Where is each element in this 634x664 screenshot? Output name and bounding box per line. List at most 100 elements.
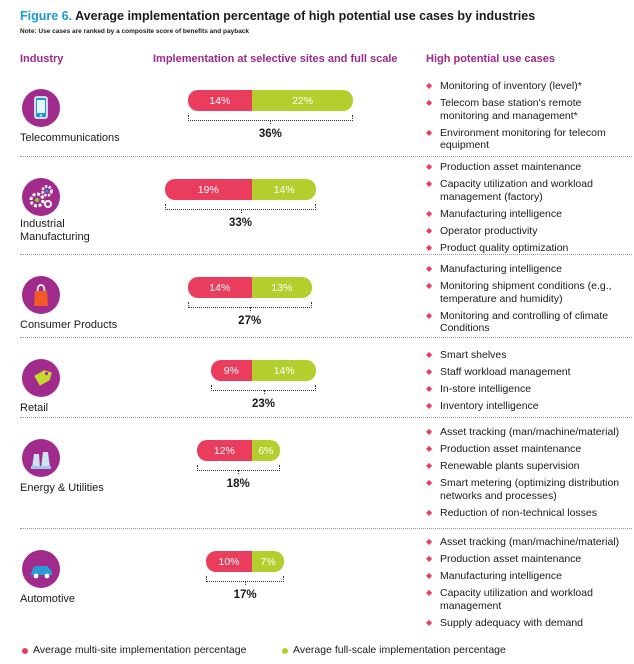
- use-case-item: Environment monitoring for telecomequipm…: [426, 127, 632, 152]
- shopping-bag-icon: [22, 276, 60, 314]
- use-case-line: temperature and humidity): [440, 292, 563, 305]
- bar-multi-site: 9%: [210, 360, 252, 381]
- use-case-item: Capacity utilization and workloadmanagem…: [426, 587, 632, 612]
- bar-full-scale: 13%: [252, 277, 312, 298]
- total-bracket: [210, 385, 317, 391]
- industry-name-line: Industrial: [20, 218, 65, 230]
- industry-name-line: Retail: [20, 402, 49, 414]
- title-text: Average implementation percentage of hig…: [75, 9, 536, 23]
- use-case-line: Manufacturing intelligence: [440, 263, 562, 275]
- use-case-line: Manufacturing intelligence: [440, 570, 562, 582]
- bar-multi-site: 14%: [187, 90, 252, 111]
- use-case-line: management: [440, 599, 502, 612]
- bar-multi-site: 14%: [187, 277, 252, 298]
- total-bracket-tick: [238, 470, 240, 474]
- use-case-line: networks and processes): [440, 489, 557, 502]
- use-case-line: Environment monitoring for telecom: [440, 126, 606, 139]
- use-case-item: Product quality optimization: [426, 242, 632, 255]
- use-case-item: Renewable plants supervision: [426, 460, 632, 473]
- use-case-line: management (factory): [440, 190, 543, 203]
- industry-name-line: Consumer Products: [20, 319, 118, 331]
- total-percentage: 18%: [226, 478, 250, 490]
- use-case-line: Monitoring shipment conditions (e.g.,: [440, 280, 612, 292]
- use-case-line: Product quality optimization: [440, 241, 569, 254]
- use-case-item: Production asset maintenance: [426, 553, 632, 566]
- use-case-item: Smart shelves: [426, 349, 632, 362]
- use-case-line: Telecom base station's remote: [440, 97, 582, 109]
- chart-title: Figure 6. Average implementation percent…: [20, 9, 535, 23]
- bar-full-scale: 22%: [252, 90, 354, 111]
- use-case-item: Operator productivity: [426, 225, 632, 238]
- bar-full-scale: 6%: [252, 440, 280, 461]
- use-case-item: Inventory intelligence: [426, 400, 632, 413]
- legend-multi-site: Average multi-site implementation percen…: [33, 644, 247, 656]
- total-bracket-tick: [245, 581, 247, 585]
- column-header-implementation: Implementation at selective sites and fu…: [153, 53, 398, 65]
- row-divider: [20, 528, 632, 529]
- price-tag-icon: [22, 359, 60, 397]
- row-divider: [20, 156, 632, 157]
- use-case-item: Reduction of non-technical losses: [426, 507, 632, 520]
- row-divider: [20, 417, 632, 418]
- legend-multi-site-dot: [22, 648, 28, 654]
- industry-name-line: Automotive: [20, 593, 76, 605]
- total-percentage: 27%: [238, 315, 262, 327]
- use-case-item: Monitoring of inventory (level)*: [426, 80, 632, 93]
- use-case-line: Supply adequacy with demand: [440, 616, 584, 629]
- use-case-line: Smart metering (optimizing distribution: [440, 477, 620, 489]
- use-case-item: Asset tracking (man/machine/material): [426, 426, 632, 439]
- bar-multi-site: 10%: [206, 551, 252, 572]
- bar-full-scale: 14%: [252, 360, 317, 381]
- legend-full-scale-dot: [282, 648, 288, 654]
- use-case-line: Inventory intelligence: [440, 400, 539, 412]
- power-plant-icon: [22, 439, 60, 477]
- use-case-line: Renewable plants supervision: [440, 460, 580, 472]
- total-bracket-tick: [270, 120, 272, 124]
- total-bracket-tick: [240, 209, 242, 213]
- use-case-line: Asset tracking (man/machine/material): [440, 536, 620, 548]
- use-case-line: Asset tracking (man/machine/material): [440, 426, 620, 438]
- industry-name: Industrial Manufacturing: [20, 218, 90, 244]
- industry-name-line: Energy & Utilities: [20, 482, 104, 494]
- row-divider: [20, 254, 632, 255]
- use-case-item: Supply adequacy with demand: [426, 617, 632, 630]
- use-case-line: Operator productivity: [440, 224, 538, 237]
- use-case-item: Telecom base station's remotemonitoring …: [426, 97, 632, 122]
- industry-name-line: Telecommunications: [20, 132, 120, 144]
- industry-name: Telecommunications: [20, 132, 120, 145]
- column-header-industry: Industry: [20, 53, 64, 65]
- total-percentage: 33%: [228, 217, 253, 229]
- industry-name: Automotive: [20, 593, 75, 606]
- use-case-line: Production asset maintenance: [440, 443, 582, 455]
- use-case-item: Monitoring and controlling of climateCon…: [426, 310, 632, 335]
- use-case-item: Manufacturing intelligence: [426, 208, 632, 221]
- use-case-line: Manufacturing intelligence: [440, 207, 562, 220]
- total-bracket-tick: [249, 307, 251, 311]
- smartphone-icon: [22, 89, 60, 127]
- industry-name: Energy & Utilities: [20, 482, 104, 495]
- bar-full-scale: 14%: [252, 179, 317, 200]
- use-case-line: equipment: [440, 139, 490, 151]
- industry-name-line: Manufacturing: [20, 231, 90, 243]
- legend-full-scale: Average full-scale implementation percen…: [293, 644, 506, 656]
- use-case-line: monitoring and management*: [440, 109, 578, 122]
- total-bracket-tick: [263, 390, 265, 394]
- use-case-item: Manufacturing intelligence: [426, 570, 632, 583]
- use-case-item: In-store intelligence: [426, 383, 632, 396]
- use-case-line: Production asset maintenance: [440, 161, 582, 173]
- use-case-line: Reduction of non-technical losses: [440, 506, 598, 519]
- use-case-item: Production asset maintenance: [426, 443, 632, 456]
- use-case-line: Staff workload management: [440, 366, 571, 378]
- use-case-item: Asset tracking (man/machine/material): [426, 536, 632, 549]
- chart-note: Note: Use cases are ranked by a composit…: [20, 28, 250, 35]
- figure-label: Figure 6.: [20, 9, 73, 23]
- column-header-use-cases: High potential use cases: [426, 53, 555, 65]
- use-case-line: Conditions: [440, 322, 490, 334]
- industry-name: Retail: [20, 402, 48, 415]
- car-icon: [22, 550, 60, 588]
- use-case-item: Capacity utilization and workloadmanagem…: [426, 178, 632, 203]
- use-case-item: Production asset maintenance: [426, 161, 632, 174]
- row-divider: [20, 337, 632, 338]
- gears-icon: [22, 178, 60, 216]
- use-case-item: Manufacturing intelligence: [426, 263, 632, 276]
